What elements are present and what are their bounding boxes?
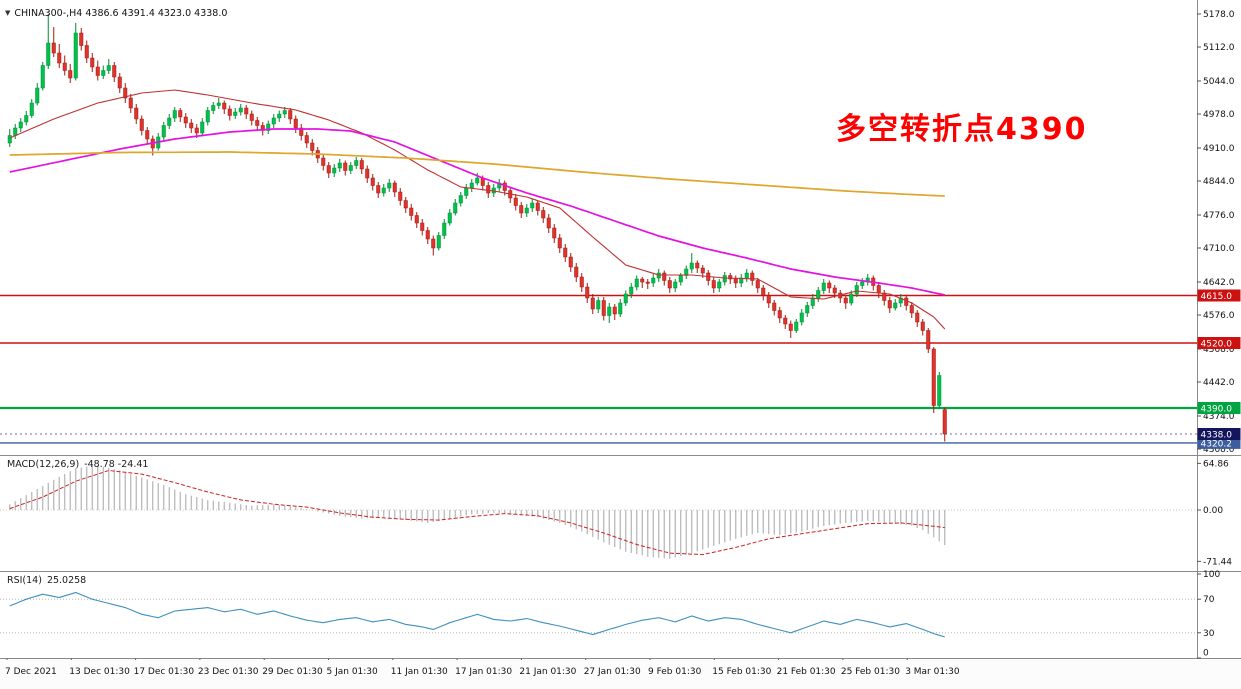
ma-slow-line — [9, 151, 945, 197]
time-label: 27 Jan 01:30 — [583, 667, 641, 677]
time-label: 13 Dec 01:30 — [69, 667, 130, 677]
price-panel — [0, 14, 1197, 444]
ma-fast-line — [9, 89, 946, 330]
time-label: 3 Mar 01:30 — [905, 667, 960, 677]
svg-text:4576.0: 4576.0 — [1203, 311, 1235, 321]
time-label: 7 Dec 2021 — [5, 667, 57, 677]
symbol-ohlc-text: CHINA300-,H4 4386.6 4391.4 4323.0 4338.0 — [14, 8, 228, 19]
time-label: 21 Jan 01:30 — [519, 667, 577, 677]
rsi-indicator-label: RSI(14) 25.0258 — [7, 575, 86, 586]
macd-histogram — [9, 465, 946, 559]
rsi-value: 25.0258 — [46, 575, 87, 586]
candles-layer — [7, 14, 947, 442]
price-tag-4338.0: 4338.0 — [1197, 428, 1241, 441]
time-label: 15 Feb 01:30 — [712, 667, 772, 677]
macd-signal-line — [9, 469, 945, 556]
time-label: 29 Dec 01:30 — [262, 667, 323, 677]
price-tag-4615.0: 4615.0 — [1197, 289, 1241, 302]
time-axis: 7 Dec 2021 13 Dec 01:30 17 Dec 01:30 23 Dec… — [0, 660, 1241, 689]
svg-text:5112.0: 5112.0 — [1203, 43, 1235, 53]
svg-text:70: 70 — [1203, 595, 1215, 605]
ma-mid-line — [9, 128, 945, 296]
collapse-icon[interactable]: ▼ — [5, 9, 11, 17]
time-label: 25 Feb 01:30 — [840, 667, 900, 677]
rsi-line — [9, 591, 945, 638]
time-label: 9 Feb 01:30 — [648, 667, 702, 677]
rsi-panel: 100 70 30 0 — [0, 570, 1220, 659]
symbol-info: ▼ CHINA300-,H4 4386.6 4391.4 4323.0 4338.… — [5, 8, 227, 19]
svg-text:100: 100 — [1203, 570, 1220, 580]
macd-indicator-label: MACD(12,26,9) -48.78 -24.41 — [7, 459, 148, 470]
svg-text:0.00: 0.00 — [1203, 506, 1223, 516]
svg-text:4338.0: 4338.0 — [1201, 431, 1233, 441]
svg-text:0: 0 — [1203, 649, 1209, 659]
time-label: 11 Jan 01:30 — [390, 667, 448, 677]
macd-panel: 64.86 0.00 -71.44 — [0, 459, 1232, 567]
macd-values: -48.78 -24.41 — [84, 459, 149, 470]
svg-text:4442.0: 4442.0 — [1203, 378, 1235, 388]
price-tag-4390.0: 4390.0 — [1197, 402, 1241, 415]
time-label: 5 Jan 01:30 — [326, 667, 378, 677]
svg-text:4910.0: 4910.0 — [1203, 144, 1235, 154]
svg-text:5044.0: 5044.0 — [1203, 77, 1235, 87]
time-label: 21 Feb 01:30 — [776, 667, 836, 677]
svg-text:64.86: 64.86 — [1203, 459, 1229, 469]
svg-text:4978.0: 4978.0 — [1203, 110, 1235, 120]
price-scale: 5178.0 5112.0 5044.0 4978.0 4910.0 4844.0 4776… — [0, 0, 1241, 662]
svg-text:4642.0: 4642.0 — [1203, 278, 1235, 288]
svg-text:4615.0: 4615.0 — [1201, 292, 1233, 302]
svg-text:5178.0: 5178.0 — [1203, 10, 1235, 20]
svg-text:30: 30 — [1203, 629, 1215, 639]
rsi-name: RSI(14) — [7, 575, 42, 586]
svg-text:4320.2: 4320.2 — [1201, 439, 1233, 449]
svg-text:4776.0: 4776.0 — [1203, 211, 1235, 221]
time-label: 23 Dec 01:30 — [197, 667, 259, 677]
chart-annotation: 多空转折点4390 — [836, 112, 1088, 147]
time-label: 17 Dec 01:30 — [133, 667, 195, 677]
svg-text:4374.0: 4374.0 — [1203, 412, 1235, 422]
svg-text:-71.44: -71.44 — [1203, 557, 1232, 567]
svg-text:4508.0: 4508.0 — [1203, 345, 1235, 355]
svg-text:4844.0: 4844.0 — [1203, 177, 1235, 187]
time-label: 17 Jan 01:30 — [455, 667, 513, 677]
svg-text:4520.0: 4520.0 — [1201, 340, 1233, 350]
svg-text:4390.0: 4390.0 — [1201, 405, 1233, 415]
svg-text:4308.0: 4308.0 — [1203, 445, 1235, 455]
svg-text:4710.0: 4710.0 — [1203, 244, 1235, 254]
price-tag-4520.0: 4520.0 — [1197, 337, 1241, 350]
macd-name: MACD(12,26,9) — [7, 459, 80, 470]
